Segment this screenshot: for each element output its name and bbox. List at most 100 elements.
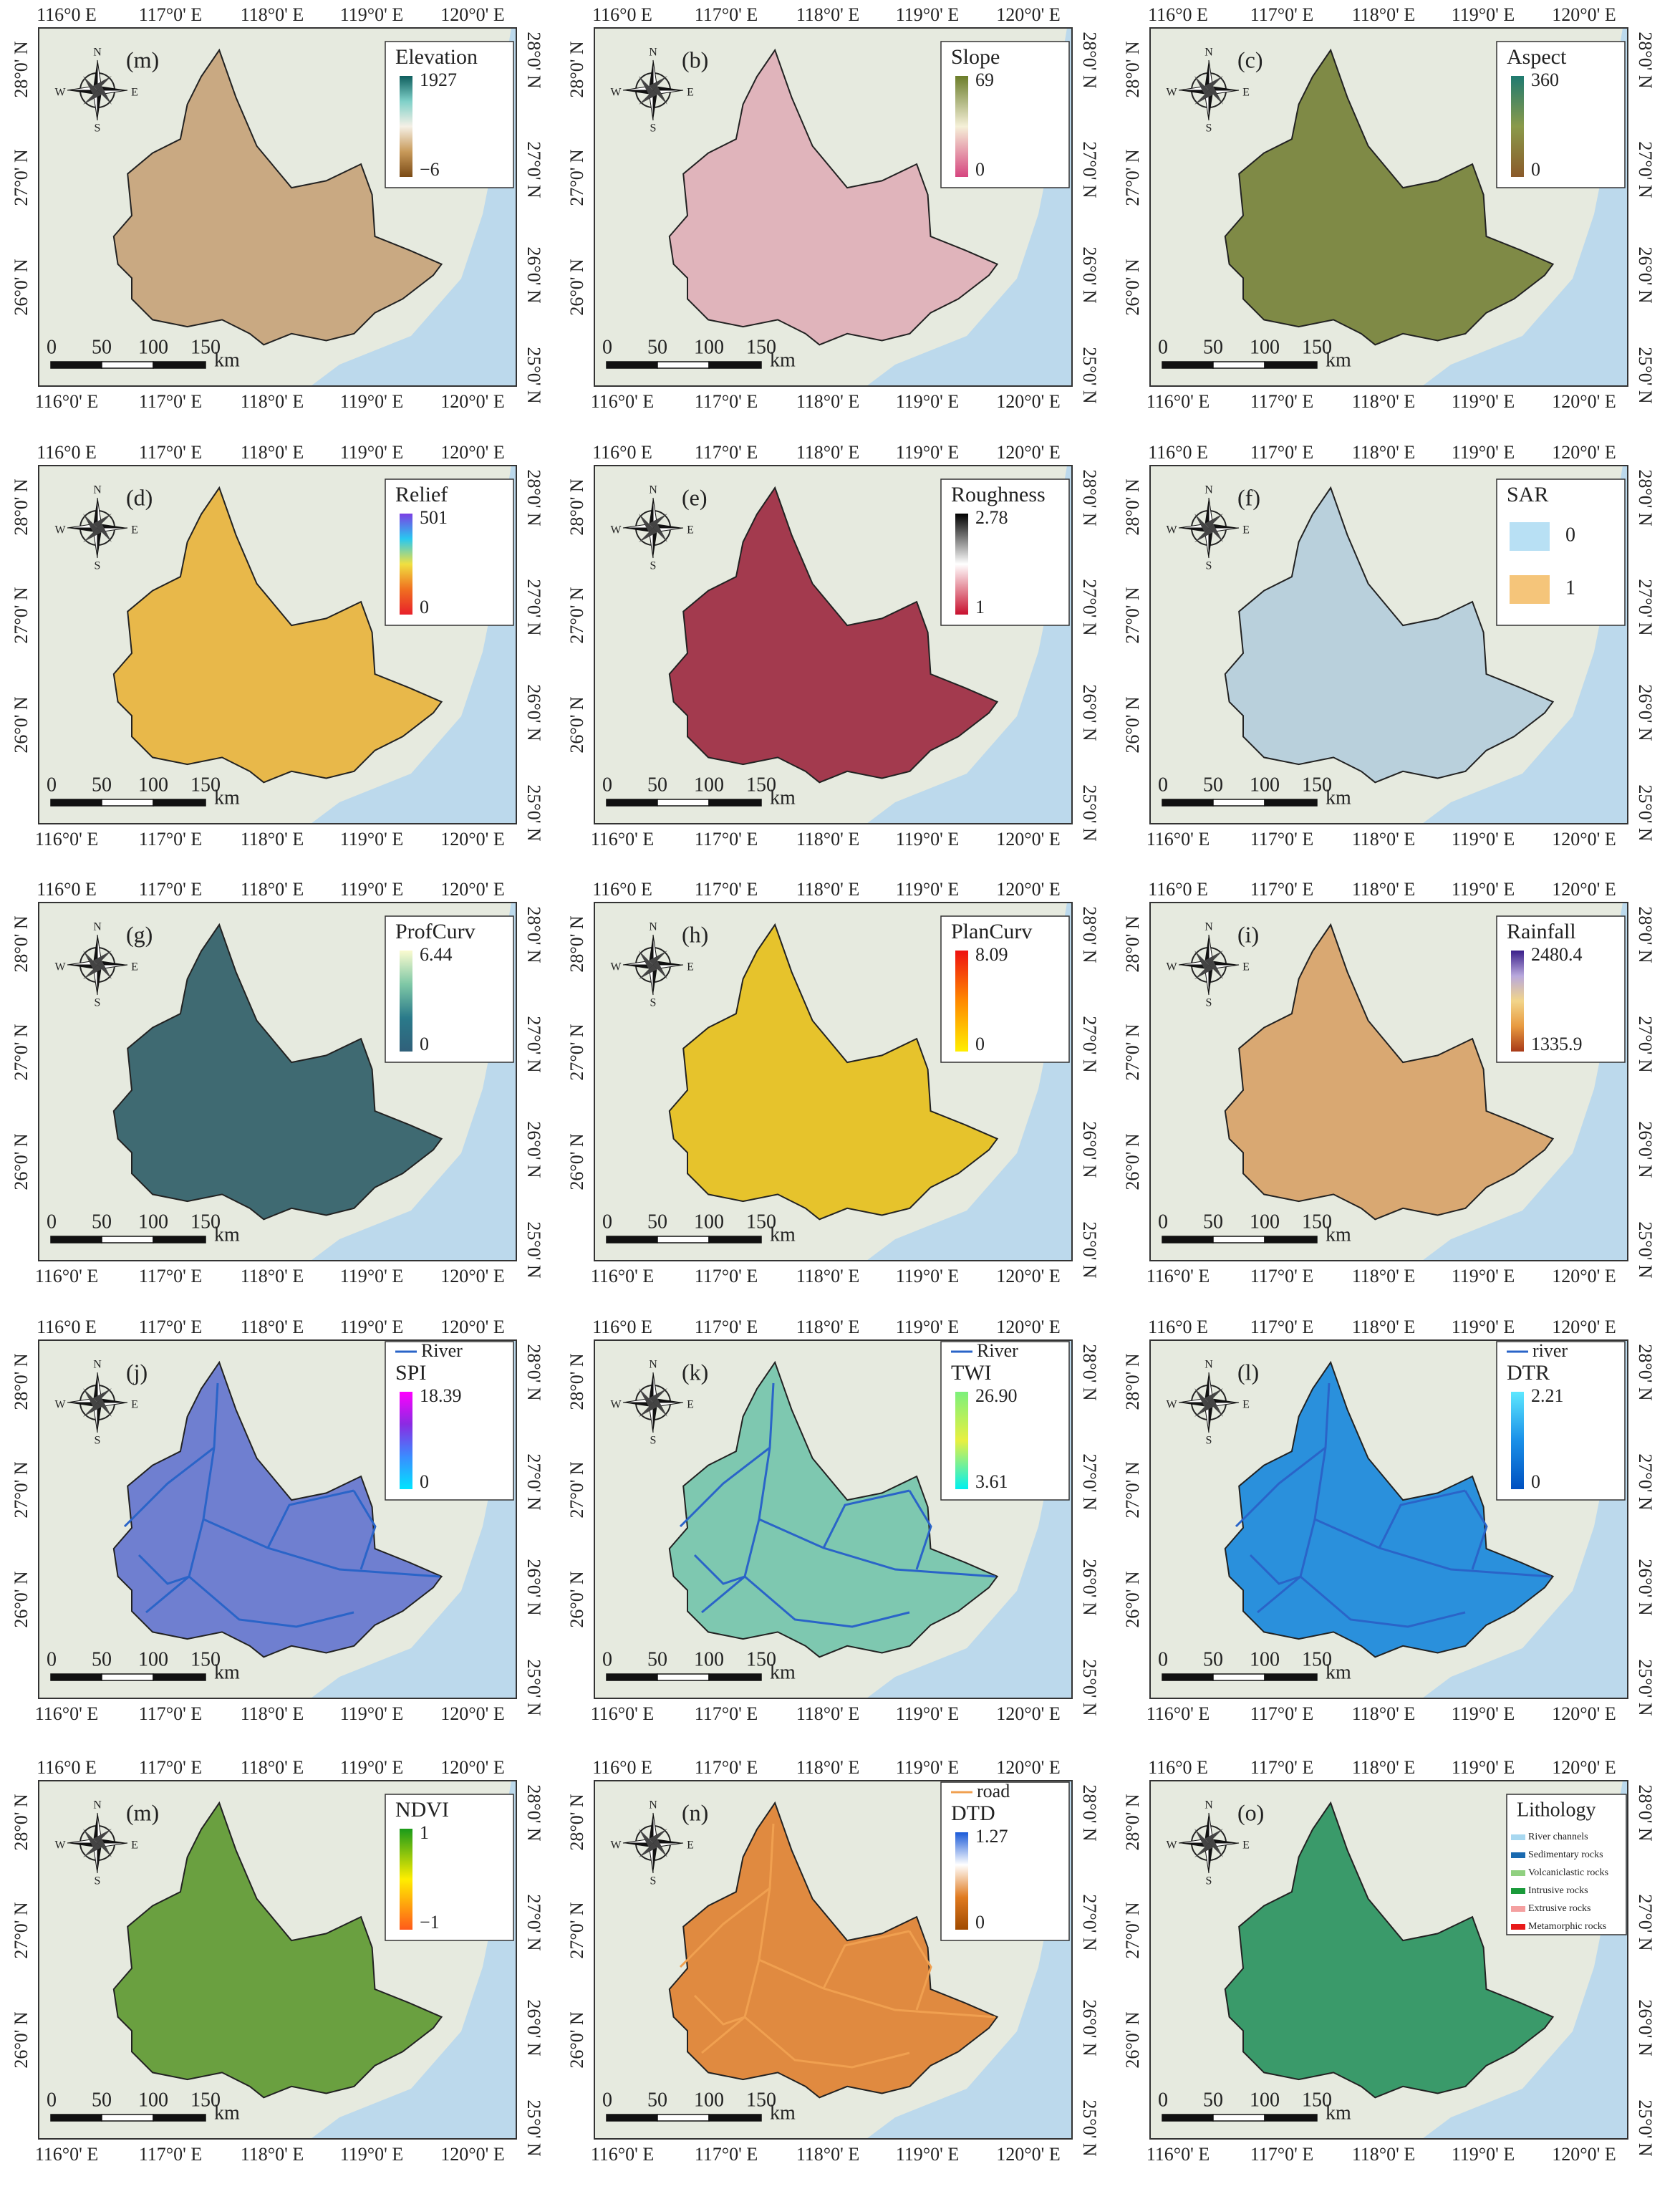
lat-label: 26°0' N bbox=[11, 259, 32, 316]
compass-point bbox=[1194, 951, 1209, 969]
panel-label: (j) bbox=[126, 1359, 148, 1385]
compass-n: N bbox=[649, 484, 657, 496]
lat-label: 28°0' N bbox=[1635, 1784, 1656, 1842]
lon-label: 116°0 E bbox=[37, 442, 97, 463]
scale-segment bbox=[101, 1673, 154, 1681]
compass-w: W bbox=[610, 524, 622, 537]
legend-max: 2.21 bbox=[1531, 1385, 1564, 1406]
compass-point bbox=[97, 86, 112, 105]
compass-n: N bbox=[93, 1359, 102, 1371]
compass: N S W E bbox=[1166, 1359, 1249, 1447]
lat-label: 27°0' N bbox=[1122, 1902, 1143, 1959]
lon-label: 118°0' E bbox=[796, 2144, 860, 2165]
compass-point bbox=[1209, 524, 1223, 542]
legend-min: 0 bbox=[1531, 1471, 1540, 1492]
compass-point bbox=[83, 1843, 102, 1857]
legend-max: 2.78 bbox=[975, 507, 1008, 528]
lat-label: 28°0' N bbox=[11, 41, 32, 98]
lon-label: 116°0 E bbox=[37, 1757, 97, 1778]
panel-label: (b) bbox=[682, 47, 708, 72]
lon-label: 116°0' E bbox=[1146, 1266, 1210, 1286]
legend-min: 3.61 bbox=[975, 1471, 1008, 1492]
sea bbox=[311, 1781, 516, 2139]
lon-label: 119°0' E bbox=[340, 879, 404, 900]
scale-label: 100 bbox=[694, 336, 724, 358]
legend-title: Rainfall bbox=[1507, 920, 1576, 943]
scale-label: 150 bbox=[1302, 2089, 1332, 2111]
river-line bbox=[203, 1518, 440, 1578]
lat-label: 26°0' N bbox=[566, 2011, 587, 2069]
scale-label: 0 bbox=[1158, 336, 1168, 358]
lon-label: 118°0' E bbox=[1352, 442, 1416, 463]
map-panel: 116°0 E 116°0' E 117°0' E 117°0' E 118°0' E 1… bbox=[566, 1757, 1100, 2165]
lat-label: 27°0' N bbox=[566, 1461, 587, 1519]
lon-label: 117°0' E bbox=[139, 1317, 203, 1337]
compass-s: S bbox=[650, 1435, 657, 1447]
frame bbox=[594, 1780, 1073, 2140]
compass-n: N bbox=[1205, 484, 1213, 496]
compass-point bbox=[623, 1403, 653, 1408]
lat-label: 27°0' N bbox=[1079, 1453, 1100, 1511]
lon-label: 118°0' E bbox=[241, 1317, 304, 1337]
lon-label: 117°0' E bbox=[139, 1757, 203, 1778]
sea bbox=[1422, 466, 1628, 824]
compass-e: E bbox=[1242, 1399, 1250, 1411]
lat-label: 27°0' N bbox=[1122, 1024, 1143, 1081]
frame bbox=[594, 1339, 1073, 1699]
compass-point bbox=[649, 76, 667, 90]
compass-point bbox=[97, 960, 127, 965]
compass-point bbox=[67, 1843, 97, 1848]
lon-label: 117°0' E bbox=[695, 4, 758, 25]
lon-label: 117°0' E bbox=[695, 442, 758, 463]
compass-point bbox=[653, 524, 667, 542]
map-panel: 116°0 E 116°0' E 117°0' E 117°0' E 118°0' E 1… bbox=[1122, 879, 1656, 1286]
compass-point bbox=[93, 76, 112, 90]
lat-label: 28°0' N bbox=[523, 32, 544, 89]
compass-s: S bbox=[650, 997, 657, 1009]
scale-label: 50 bbox=[647, 1211, 667, 1233]
scale-label: 50 bbox=[92, 336, 112, 358]
sea bbox=[311, 466, 516, 824]
river-line bbox=[679, 1446, 771, 1528]
lon-label: 116°0 E bbox=[37, 879, 97, 900]
compass-point bbox=[83, 965, 102, 979]
compass-point bbox=[92, 935, 97, 965]
legend-max: 360 bbox=[1531, 69, 1559, 90]
map-panel: 116°0 E 116°0' E 117°0' E 117°0' E 118°0' E 1… bbox=[566, 4, 1100, 412]
compass-n: N bbox=[93, 47, 102, 59]
scale-segment bbox=[657, 2114, 710, 2122]
compass-s: S bbox=[1206, 997, 1212, 1009]
compass-point bbox=[93, 1829, 112, 1843]
lon-label: 118°0' E bbox=[796, 1266, 860, 1286]
lon-label: 120°0' E bbox=[1552, 1266, 1616, 1286]
lat-label: 27°0' N bbox=[11, 149, 32, 206]
lat-label: 25°0' N bbox=[1635, 1221, 1656, 1279]
lat-label: 27°0' N bbox=[1122, 149, 1143, 206]
compass-point bbox=[1179, 1843, 1209, 1848]
legend-ramp bbox=[400, 1829, 412, 1930]
scale-segment bbox=[1162, 361, 1214, 369]
lon-label: 118°0' E bbox=[241, 829, 304, 850]
lon-label: 117°0' E bbox=[1250, 2144, 1314, 2165]
lon-label: 116°0 E bbox=[592, 1757, 652, 1778]
compass-point bbox=[1209, 960, 1239, 965]
frame bbox=[594, 902, 1073, 1261]
lon-label: 117°0' E bbox=[1250, 879, 1314, 900]
scale-label: 50 bbox=[647, 1648, 667, 1670]
frame bbox=[38, 465, 517, 824]
scale-segment bbox=[153, 799, 206, 807]
lon-label: 117°0' E bbox=[695, 879, 758, 900]
frame bbox=[38, 1339, 517, 1699]
legend-line-label: River bbox=[977, 1340, 1018, 1361]
compass-point bbox=[92, 60, 97, 90]
lat-label: 26°0' N bbox=[1122, 2011, 1143, 2069]
scale-unit: km bbox=[770, 1223, 796, 1246]
compass-s: S bbox=[95, 997, 101, 1009]
lat-label: 25°0' N bbox=[1079, 1659, 1100, 1716]
lat-label: 28°0' N bbox=[1122, 1353, 1143, 1410]
lat-label: 28°0' N bbox=[1079, 1784, 1100, 1842]
scale-label: 150 bbox=[746, 1211, 776, 1233]
river-line bbox=[137, 1554, 190, 1585]
river-line bbox=[744, 1575, 910, 1628]
scale-label: 50 bbox=[92, 774, 112, 796]
